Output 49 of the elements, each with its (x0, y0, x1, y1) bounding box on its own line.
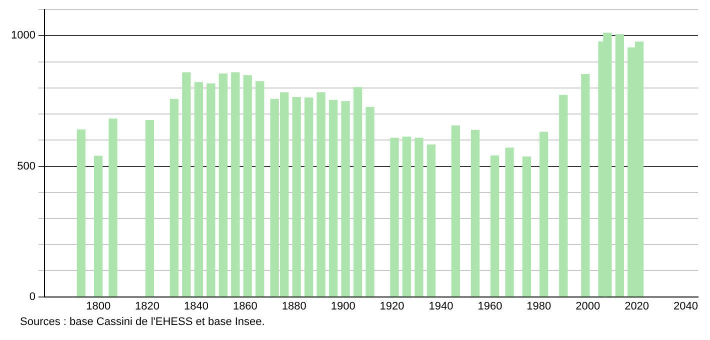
bar (145, 120, 154, 297)
bar (206, 83, 216, 297)
bar (231, 72, 240, 297)
bar (539, 132, 548, 297)
bar (353, 87, 362, 297)
x-tick-label: 1900 (330, 300, 356, 312)
x-tick-label: 1880 (282, 300, 306, 312)
bar (94, 156, 103, 297)
bar (490, 155, 500, 297)
x-tick-label: 1840 (184, 300, 208, 312)
x-tick-label: 2040 (674, 300, 698, 312)
bar (505, 148, 514, 297)
bar (76, 129, 86, 297)
x-tick-label: 2000 (576, 300, 600, 312)
bar (194, 82, 204, 297)
y-tick-label: 500 (17, 160, 36, 172)
bar (451, 125, 460, 297)
bar (328, 100, 338, 297)
bar (402, 136, 412, 297)
bar (470, 130, 480, 297)
source-note: Sources : base Cassini de l'EHESS et base Insee. (20, 316, 266, 328)
x-tick-label: 1800 (86, 300, 111, 312)
x-tick-label: 1920 (380, 300, 404, 312)
y-tick-label: 1000 (10, 30, 36, 42)
bar (581, 74, 590, 297)
bar (559, 94, 568, 297)
bar (522, 156, 531, 297)
bar (615, 34, 624, 297)
bar (304, 98, 314, 297)
x-tick-label: 1980 (526, 300, 552, 312)
bar (243, 75, 252, 297)
bar (366, 106, 374, 297)
bar (426, 144, 436, 297)
y-tick-label: 0 (29, 290, 36, 303)
bar (256, 81, 264, 297)
x-tick-label: 1960 (478, 300, 502, 312)
bar (292, 96, 301, 297)
bar (390, 138, 399, 297)
x-tick-label: 2020 (624, 300, 650, 312)
x-tick-label: 1860 (232, 300, 258, 312)
bar (182, 72, 191, 297)
bar (108, 118, 118, 297)
bar (316, 92, 326, 297)
bar (218, 74, 228, 297)
x-tick-label: 1940 (428, 300, 454, 312)
bar (341, 101, 350, 297)
bar (170, 98, 179, 297)
bar (414, 138, 424, 297)
x-tick-label: 1820 (135, 300, 160, 312)
